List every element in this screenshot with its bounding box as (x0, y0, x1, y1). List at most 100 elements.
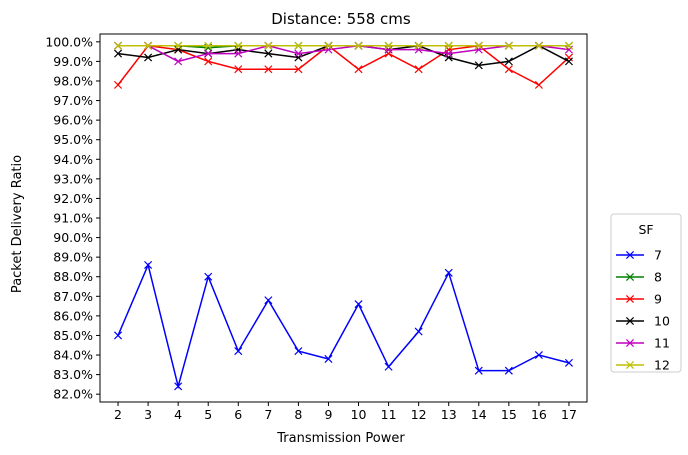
data-point (324, 354, 333, 363)
x-tick-label: 11 (381, 407, 397, 422)
legend-label: 10 (654, 314, 670, 329)
data-point (414, 45, 423, 54)
y-tick-label: 88.0% (53, 269, 93, 284)
data-point (444, 41, 453, 50)
data-point (264, 65, 273, 74)
data-point (474, 41, 483, 50)
legend-label: 11 (654, 336, 670, 351)
plot-frame (99, 33, 588, 403)
y-tick-label: 95.0% (53, 132, 93, 147)
data-point (294, 347, 303, 356)
data-point (294, 41, 303, 50)
data-point (444, 49, 453, 58)
y-tick-label: 82.0% (53, 387, 93, 402)
data-point (504, 57, 513, 66)
x-tick-label: 8 (294, 407, 302, 422)
data-point (234, 65, 243, 74)
data-point (414, 327, 423, 336)
legend: SF 7 8 9 10 11 12 (610, 213, 682, 373)
legend-item-7: 7 (616, 248, 662, 263)
y-tick-label: 90.0% (53, 230, 93, 245)
data-point (114, 41, 123, 50)
x-tick-label: 7 (264, 407, 272, 422)
legend-title: SF (638, 222, 653, 237)
x-tick-label: 17 (561, 407, 577, 422)
data-point (294, 65, 303, 74)
x-axis: 2 3 4 5 6 7 8 9 10 11 12 13 14 15 16 17 (114, 402, 577, 422)
data-point (234, 49, 243, 58)
data-point (264, 296, 273, 305)
data-point (234, 347, 243, 356)
data-point (534, 41, 543, 50)
series-line-10 (117, 44, 570, 67)
x-tick-label: 9 (324, 407, 332, 422)
data-point (564, 358, 573, 367)
data-point (414, 41, 423, 50)
data-point (144, 53, 153, 62)
legend-label: 9 (654, 292, 662, 307)
legend-item-9: 9 (616, 292, 662, 307)
data-point (174, 382, 183, 391)
data-point (114, 49, 123, 58)
data-point (294, 49, 303, 58)
y-axis-title: Packet Delivery Ratio (10, 155, 25, 293)
data-point (444, 45, 453, 54)
data-point (114, 80, 123, 89)
data-point (444, 268, 453, 277)
y-tick-label: 97.0% (53, 93, 93, 108)
data-point (414, 65, 423, 74)
legend-item-11: 11 (616, 336, 670, 351)
x-tick-label: 2 (114, 407, 122, 422)
data-point (384, 41, 393, 50)
data-point (204, 57, 213, 66)
y-tick-label: 93.0% (53, 171, 93, 186)
data-point (264, 49, 273, 58)
data-point (474, 366, 483, 375)
data-point (504, 41, 513, 50)
data-point (174, 57, 183, 66)
y-tick-label: 87.0% (53, 289, 93, 304)
y-tick-label: 92.0% (53, 191, 93, 206)
data-point (204, 272, 213, 281)
y-tick-label: 83.0% (53, 367, 93, 382)
legend-items: 7 8 9 10 11 12 (616, 248, 670, 373)
data-point (384, 45, 393, 54)
data-point (564, 57, 573, 66)
data-point (204, 41, 213, 50)
x-tick-label: 15 (501, 407, 517, 422)
y-tick-label: 85.0% (53, 328, 93, 343)
legend-label: 8 (654, 270, 662, 285)
x-axis-title: Transmission Power (276, 431, 405, 446)
data-point (324, 41, 333, 50)
x-tick-label: 5 (204, 407, 212, 422)
series-12 (114, 41, 573, 50)
data-point (474, 45, 483, 54)
data-point (354, 41, 363, 50)
x-tick-label: 13 (441, 407, 457, 422)
data-point (324, 45, 333, 54)
data-point (144, 41, 153, 50)
legend-item-10: 10 (616, 314, 670, 329)
y-tick-label: 98.0% (53, 73, 93, 88)
data-point (204, 49, 213, 58)
data-point (354, 300, 363, 309)
legend-label: 12 (654, 358, 670, 373)
series-line-11 (118, 44, 570, 63)
y-tick-label: 100.0% (45, 34, 93, 49)
data-point (174, 45, 183, 54)
x-tick-label: 10 (351, 407, 367, 422)
x-tick-label: 3 (144, 407, 152, 422)
data-point (294, 53, 303, 62)
data-point (144, 260, 153, 270)
data-point (354, 65, 363, 74)
y-tick-label: 99.0% (53, 54, 93, 69)
data-point (504, 366, 513, 375)
series-line-7 (117, 262, 570, 390)
y-tick-label: 96.0% (53, 113, 93, 128)
series-line-9 (117, 44, 570, 86)
x-tick-label: 4 (174, 407, 182, 422)
y-tick-label: 89.0% (53, 250, 93, 265)
x-tick-label: 12 (411, 407, 427, 422)
data-point (534, 80, 543, 89)
